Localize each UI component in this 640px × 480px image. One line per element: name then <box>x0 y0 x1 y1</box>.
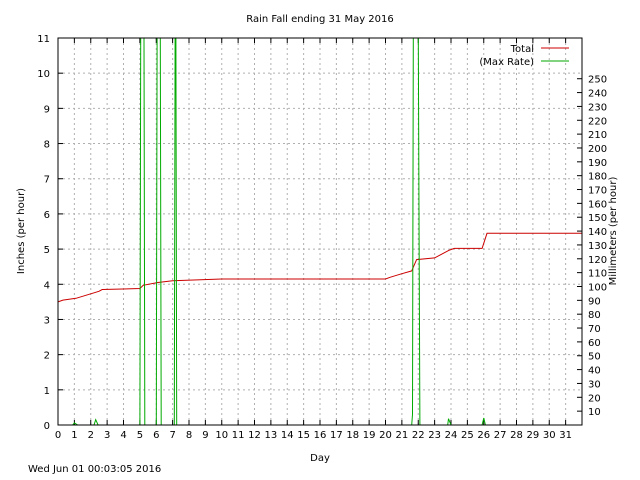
y-tick-label: 8 <box>44 140 50 151</box>
series-line-max-rate <box>58 37 582 426</box>
x-tick-label: 18 <box>346 430 359 441</box>
y2-tick-label: 140 <box>588 227 607 238</box>
x-tick-label: 28 <box>510 430 523 441</box>
y2-tick-label: 250 <box>588 75 607 86</box>
chart-title: Rain Fall ending 31 May 2016 <box>246 14 394 25</box>
y2-tick-label: 100 <box>588 282 607 293</box>
plot-frame <box>57 37 583 426</box>
footer-timestamp: Wed Jun 01 00:03:05 2016 <box>28 464 162 475</box>
x-tick-label: 12 <box>248 430 261 441</box>
y2-tick-label: 180 <box>588 172 607 183</box>
y-axis-label: Inches (per hour) <box>16 188 27 274</box>
y-tick-label: 4 <box>44 280 50 291</box>
y2-tick-label: 40 <box>588 366 601 377</box>
y2-tick-label: 50 <box>588 352 601 363</box>
y2-tick-label: 200 <box>588 144 607 155</box>
series-lines <box>57 37 582 426</box>
y-axis-right: 10 20 30 40 50 60 70 80 90 100 110 120 130 140 150 160 1… <box>577 75 607 418</box>
x-tick-label: 22 <box>412 430 425 441</box>
series-line-total <box>57 232 582 303</box>
x-tick-label: 26 <box>477 430 490 441</box>
y2-tick-label: 20 <box>588 393 601 404</box>
y-tick-label: 1 <box>44 386 50 397</box>
y2-tick-label: 170 <box>588 186 607 197</box>
x-tick-label: 0 <box>55 430 61 441</box>
x-tick-label: 5 <box>137 430 143 441</box>
y2-tick-label: 10 <box>588 407 601 418</box>
x-tick-label: 1 <box>71 430 77 441</box>
y-tick-label: 2 <box>44 351 50 362</box>
x-tick-label: 25 <box>461 430 474 441</box>
x-tick-label: 6 <box>153 430 159 441</box>
y-tick-label: 7 <box>44 175 50 186</box>
x-tick-label: 10 <box>215 430 228 441</box>
x-tick-label: 21 <box>396 430 409 441</box>
x-tick-label: 19 <box>363 430 376 441</box>
y2-axis-label: Millimeters (per hour) <box>608 177 619 286</box>
x-tick-label: 23 <box>428 430 441 441</box>
x-axis-label: Day <box>310 453 330 464</box>
y2-tick-label: 150 <box>588 213 607 224</box>
x-tick-label: 13 <box>265 430 278 441</box>
x-tick-label: 2 <box>88 430 94 441</box>
legend-label: Total <box>510 44 534 55</box>
x-tick-label: 3 <box>104 430 110 441</box>
x-tick-label: 17 <box>330 430 343 441</box>
legend-label: (Max Rate) <box>479 57 534 68</box>
y2-tick-label: 60 <box>588 338 601 349</box>
y2-tick-label: 70 <box>588 324 601 335</box>
y2-tick-label: 110 <box>588 269 607 280</box>
x-tick-label: 31 <box>559 430 572 441</box>
grid <box>58 38 582 425</box>
y-tick-label: 11 <box>37 34 50 45</box>
y-tick-label: 10 <box>37 69 50 80</box>
x-tick-label: 24 <box>445 430 458 441</box>
x-tick-label: 9 <box>202 430 208 441</box>
x-tick-label: 30 <box>543 430 556 441</box>
y-tick-label: 6 <box>44 210 50 221</box>
x-tick-label: 11 <box>232 430 245 441</box>
x-tick-label: 4 <box>120 430 126 441</box>
y2-tick-label: 80 <box>588 310 601 321</box>
y2-tick-label: 220 <box>588 116 607 127</box>
y2-tick-label: 130 <box>588 241 607 252</box>
x-tick-label: 20 <box>379 430 392 441</box>
y-tick-label: 0 <box>44 421 50 432</box>
y2-tick-label: 160 <box>588 199 607 210</box>
x-tick-label: 14 <box>281 430 294 441</box>
x-tick-label: 16 <box>314 430 327 441</box>
y2-tick-label: 210 <box>588 130 607 141</box>
legend: Total (Max Rate) <box>479 44 569 68</box>
x-tick-label: 7 <box>169 430 175 441</box>
y-axis-left: 0 1 2 3 4 5 6 7 8 9 10 11 <box>37 34 63 432</box>
x-tick-label: 29 <box>527 430 540 441</box>
y-tick-label: 3 <box>44 315 50 326</box>
x-tick-label: 15 <box>297 430 310 441</box>
y2-tick-label: 230 <box>588 102 607 113</box>
y2-tick-label: 120 <box>588 255 607 266</box>
x-tick-label: 8 <box>186 430 192 441</box>
y2-tick-label: 190 <box>588 158 607 169</box>
x-axis: 0 1 2 3 4 5 6 7 8 9 10 11 12 13 14 15 16 17 18 19 20 21 22 23 24… <box>55 38 572 441</box>
x-tick-label: 27 <box>494 430 507 441</box>
y-tick-label: 5 <box>44 245 50 256</box>
y2-tick-label: 240 <box>588 89 607 100</box>
y2-tick-label: 90 <box>588 296 601 307</box>
y-tick-label: 9 <box>44 104 50 115</box>
y2-tick-label: 30 <box>588 379 601 390</box>
